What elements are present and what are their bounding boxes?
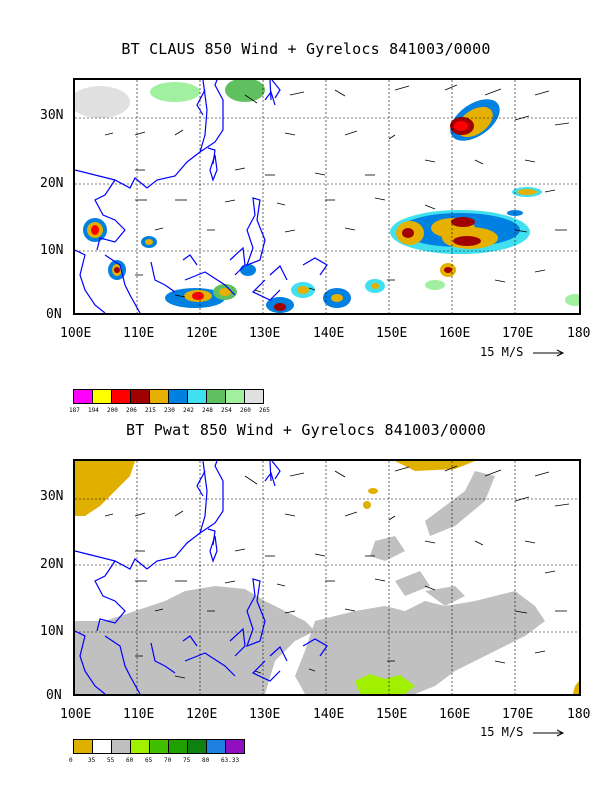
colorbar-swatch <box>111 389 131 404</box>
colorbar-swatch <box>244 389 264 404</box>
colorbar-label: 55 <box>107 757 115 764</box>
lat-label: 30N <box>40 108 64 123</box>
lon-label: 170E <box>502 707 534 722</box>
lon-label: 150E <box>376 707 408 722</box>
panel1-map <box>73 78 581 315</box>
colorbar-label: 248 <box>202 407 213 414</box>
colorbar-label: 187 <box>69 407 80 414</box>
lon-label: 160E <box>439 707 471 722</box>
colorbar-label: 70 <box>164 757 172 764</box>
lon-label: 100E <box>60 707 92 722</box>
lon-label: 170E <box>502 326 534 341</box>
colorbar-label: 254 <box>221 407 232 414</box>
colorbar-label: 75 <box>183 757 191 764</box>
colorbar-swatch <box>149 739 169 754</box>
colorbar-swatch <box>130 739 150 754</box>
lon-label: 180 <box>567 707 591 722</box>
colorbar-swatch <box>92 389 112 404</box>
colorbar-swatch <box>130 389 150 404</box>
lat-label: 0N <box>46 688 62 703</box>
coastlines <box>75 461 328 694</box>
lon-label: 110E <box>123 707 155 722</box>
colorbar-label: 215 <box>145 407 156 414</box>
lat-label: 30N <box>40 489 64 504</box>
pwat-shading <box>75 461 579 694</box>
lon-label: 180 <box>567 326 591 341</box>
panel2-title: BT Pwat 850 Wind + Gyrelocs 841003/0000 <box>126 421 486 439</box>
colorbar-swatch <box>187 739 207 754</box>
lon-label: 110E <box>123 326 155 341</box>
lon-label: 120E <box>186 707 218 722</box>
colorbar-label: 265 <box>259 407 270 414</box>
colorbar-swatch <box>168 389 188 404</box>
colorbar-swatch <box>73 389 93 404</box>
colorbar-swatch <box>225 739 245 754</box>
colorbar-label: 35 <box>88 757 96 764</box>
colorbar-swatch <box>149 389 169 404</box>
colorbar-swatch <box>187 389 207 404</box>
wind-scale: 15 M/S <box>480 345 567 359</box>
colorbar-label: 260 <box>240 407 251 414</box>
wind-vectors <box>104 84 570 298</box>
lon-label: 140E <box>313 707 345 722</box>
panel1-title: BT CLAUS 850 Wind + Gyrelocs 841003/0000 <box>121 40 491 58</box>
colorbar-swatch <box>206 739 226 754</box>
lat-label: 0N <box>46 307 62 322</box>
colorbar-swatch <box>111 739 131 754</box>
lat-label: 20N <box>40 176 64 191</box>
colorbar-swatch <box>206 389 226 404</box>
lon-label: 160E <box>439 326 471 341</box>
colorbar-label: 60 <box>126 757 134 764</box>
lat-label: 20N <box>40 557 64 572</box>
colorbar-swatch <box>92 739 112 754</box>
panel2-colorbar <box>73 739 245 754</box>
colorbar-swatch <box>225 389 245 404</box>
panel2-map <box>73 459 581 696</box>
colorbar-label: 0 <box>69 757 73 764</box>
colorbar-label: 230 <box>164 407 175 414</box>
colorbar-label: 194 <box>88 407 99 414</box>
lon-label: 100E <box>60 326 92 341</box>
cloud-shading <box>75 80 579 313</box>
wind-scale: 15 M/S <box>480 725 567 739</box>
coastlines <box>75 80 328 313</box>
lat-label: 10N <box>40 624 64 639</box>
wind-scale-label: 15 M/S <box>480 345 524 359</box>
lat-label: 10N <box>40 243 64 258</box>
colorbar-label: 80 <box>202 757 210 764</box>
colorbar-swatch <box>73 739 93 754</box>
colorbar-label: 200 <box>107 407 118 414</box>
scale-arrow-icon <box>532 349 564 356</box>
colorbar-swatch <box>168 739 188 754</box>
colorbar-label: 63.33 <box>221 757 240 764</box>
colorbar-label: 65 <box>145 757 153 764</box>
colorbar-label: 206 <box>126 407 137 414</box>
lon-label: 150E <box>376 326 408 341</box>
lon-label: 130E <box>249 707 281 722</box>
colorbar-label: 242 <box>183 407 194 414</box>
wind-scale-label: 15 M/S <box>480 725 524 739</box>
lon-label: 140E <box>313 326 345 341</box>
wind-vectors <box>104 465 570 679</box>
lon-label: 120E <box>186 326 218 341</box>
panel1-colorbar <box>73 389 264 404</box>
lon-label: 130E <box>249 326 281 341</box>
scale-arrow-icon <box>532 729 564 736</box>
